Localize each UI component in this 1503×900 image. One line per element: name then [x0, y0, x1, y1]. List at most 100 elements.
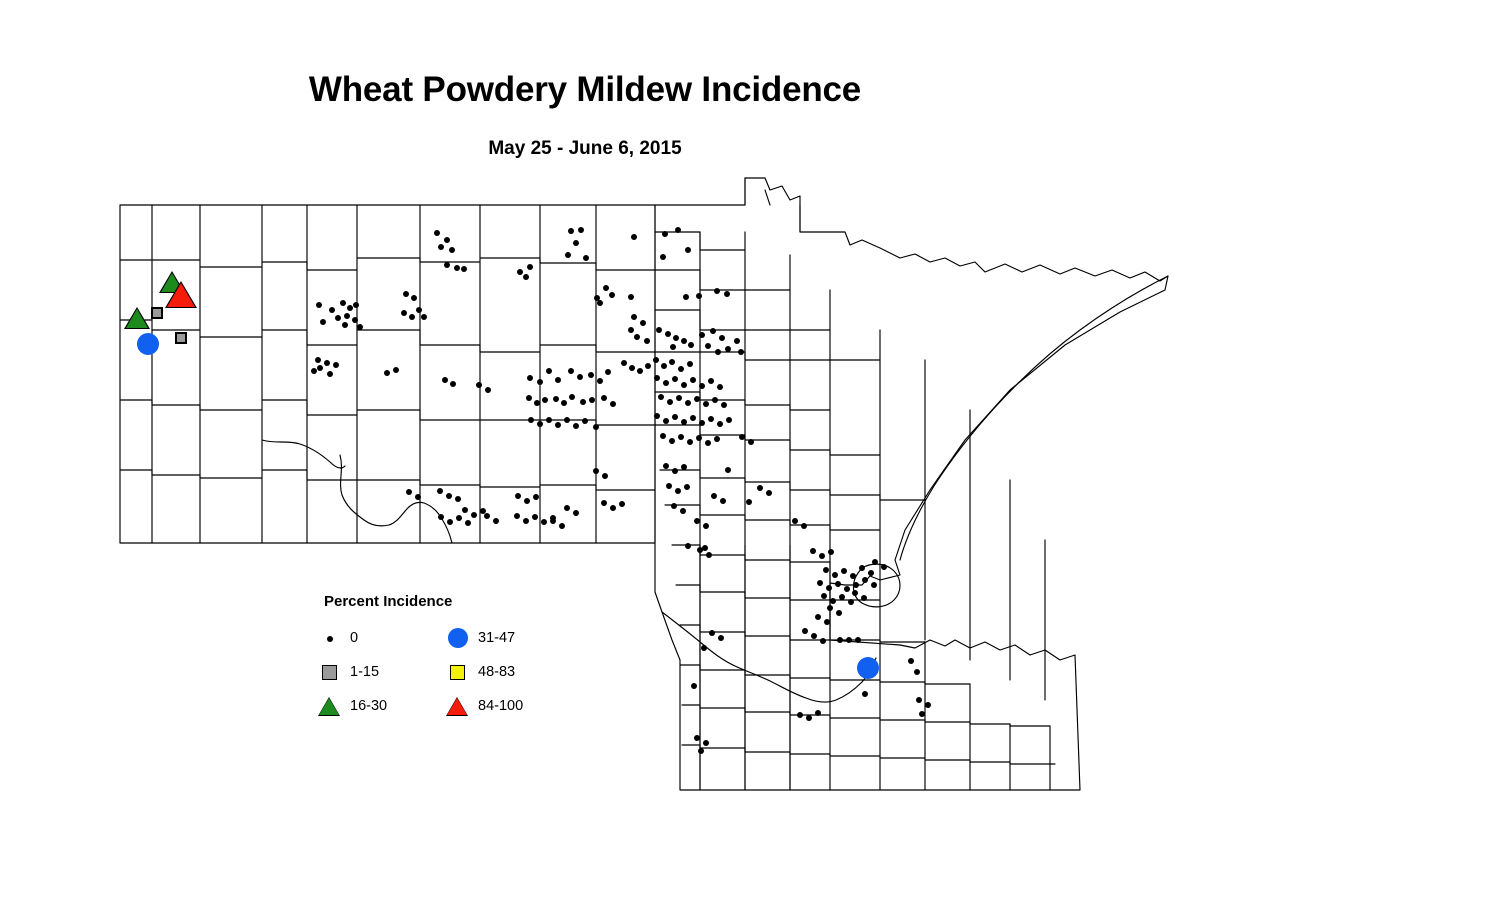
marker-incidence-0	[685, 247, 691, 253]
marker-incidence-0	[517, 269, 523, 275]
marker-incidence-0	[583, 255, 589, 261]
marker-incidence-0	[714, 436, 720, 442]
marker-incidence-0	[678, 434, 684, 440]
legend-label-16-30: 16-30	[350, 698, 388, 714]
marker-incidence-0	[717, 384, 723, 390]
nd-county-lines-row4	[119, 399, 656, 491]
marker-incidence-0	[862, 691, 868, 697]
marker-incidence-0	[703, 523, 709, 529]
marker-incidence-0	[553, 396, 559, 402]
marker-incidence-0	[384, 370, 390, 376]
marker-incidence-0	[561, 400, 567, 406]
marker-incidence-0	[593, 468, 599, 474]
marker-incidence-0	[872, 559, 878, 565]
marker-incidence-0	[815, 614, 821, 620]
marker-incidence-0	[564, 505, 570, 511]
marker-incidence-0	[690, 415, 696, 421]
marker-incidence-0	[660, 433, 666, 439]
marker-incidence-0	[311, 368, 317, 374]
marker-incidence-0	[699, 383, 705, 389]
marker-incidence-0	[593, 424, 599, 430]
marker-incidence-0	[580, 399, 586, 405]
marker-incidence-0	[712, 397, 718, 403]
marker-incidence-0	[710, 328, 716, 334]
marker-incidence-0	[480, 508, 486, 514]
marker-incidence-0	[678, 366, 684, 372]
marker-incidence-0	[411, 295, 417, 301]
marker-incidence-0	[665, 331, 671, 337]
marker-incidence-0	[672, 376, 678, 382]
marker-incidence-0	[329, 307, 335, 313]
marker-incidence-0	[568, 368, 574, 374]
marker-incidence-0	[680, 508, 686, 514]
marker-incidence-0	[703, 740, 709, 746]
marker-incidence-0	[610, 401, 616, 407]
marker-incidence-0	[687, 439, 693, 445]
marker-incidence-0	[550, 518, 556, 524]
marker-incidence-0	[461, 266, 467, 272]
marker-incidence-0	[421, 314, 427, 320]
marker-incidence-0	[628, 327, 634, 333]
marker-incidence-0	[416, 307, 422, 313]
marker-incidence-0	[861, 595, 867, 601]
marker-incidence-0	[660, 254, 666, 260]
legend-title: Percent Incidence	[324, 593, 453, 610]
page-title: Wheat Powdery Mildew Incidence	[308, 70, 862, 109]
marker-incidence-0	[555, 422, 561, 428]
marker-incidence-0	[589, 397, 595, 403]
marker-incidence-0	[532, 514, 538, 520]
mn-state-outline	[654, 177, 1169, 791]
marker-incidence-0	[546, 368, 552, 374]
marker-incidence-0	[871, 582, 877, 588]
small-black-dot-icon	[318, 626, 344, 652]
marker-incidence-0	[462, 507, 468, 513]
marker-incidence-0	[654, 413, 660, 419]
legend-label-1-15: 1-15	[350, 664, 380, 680]
marker-incidence-0	[821, 593, 827, 599]
marker-incidence-0	[709, 630, 715, 636]
marker-incidence-0	[823, 567, 829, 573]
marker-incidence-0	[438, 244, 444, 250]
green-triangle-icon	[318, 694, 344, 720]
lake-superior-shore	[899, 275, 1169, 561]
marker-incidence-0	[654, 375, 660, 381]
marker-incidence-0	[724, 291, 730, 297]
marker-incidence-0	[711, 493, 717, 499]
marker-incidence-0	[802, 628, 808, 634]
marker-incidence-0	[568, 228, 574, 234]
marker-incidence-0	[619, 501, 625, 507]
marker-incidence-0	[582, 418, 588, 424]
marker-incidence-0	[534, 400, 540, 406]
marker-incidence-0	[685, 400, 691, 406]
marker-incidence-0	[817, 580, 823, 586]
marker-incidence-0	[832, 572, 838, 578]
marker-incidence-0	[675, 227, 681, 233]
marker-incidence-0	[609, 292, 615, 298]
marker-incidence-0	[848, 599, 854, 605]
marker-incidence-0	[597, 300, 603, 306]
marker-incidence-0	[675, 488, 681, 494]
marker-incidence-0	[533, 494, 539, 500]
marker-incidence-0	[687, 361, 693, 367]
marker-incidence-0	[631, 234, 637, 240]
marker-incidence-0	[449, 247, 455, 253]
marker-incidence-0	[662, 231, 668, 237]
legend-label-0: 0	[350, 630, 359, 646]
marker-incidence-31-47	[857, 657, 879, 679]
marker-incidence-0	[726, 417, 732, 423]
marker-incidence-0	[850, 573, 856, 579]
marker-incidence-0	[702, 545, 708, 551]
marker-incidence-0	[541, 519, 547, 525]
marker-incidence-0	[610, 505, 616, 511]
marker-incidence-0	[559, 523, 565, 529]
marker-incidence-0	[573, 423, 579, 429]
marker-incidence-0	[527, 375, 533, 381]
marker-incidence-0	[527, 264, 533, 270]
marker-incidence-0	[316, 302, 322, 308]
marker-incidence-0	[640, 320, 646, 326]
marker-incidence-0	[708, 416, 714, 422]
marker-incidence-0	[542, 397, 548, 403]
mn-county-lines-vertical	[699, 231, 1046, 791]
